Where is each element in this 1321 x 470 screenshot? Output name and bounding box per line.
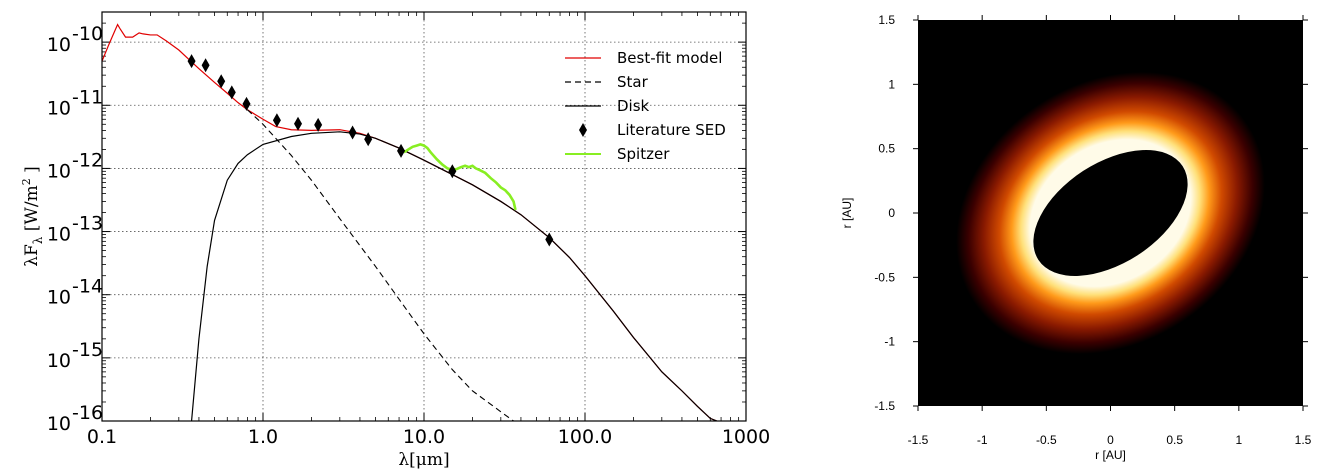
y-tick-exp: -14 — [72, 276, 103, 298]
series-line-4 — [403, 143, 517, 211]
disk-y-tick-label: 1 — [888, 77, 895, 91]
y-tick-base: 10 — [47, 350, 71, 372]
y-tick-label: 10 -10 — [47, 23, 103, 56]
sed-data-point — [348, 125, 357, 140]
disk-y-tick-label: 0 — [888, 206, 895, 220]
legend-item: Literature SED — [579, 121, 726, 139]
y-tick-label: 10 -14 — [47, 276, 103, 309]
series-line-1 — [247, 109, 514, 421]
disk-x-tick-label: 1.5 — [1295, 433, 1312, 447]
disk-y-tick-label: 1.5 — [878, 13, 895, 27]
disk-y-tick-label: 0.5 — [878, 142, 895, 156]
y-tick-exp: -15 — [72, 339, 103, 361]
sed-data-point — [242, 96, 251, 111]
y-tick-exp: -13 — [72, 213, 103, 235]
sed-data-point — [364, 132, 373, 147]
series-line-2 — [190, 131, 718, 421]
legend-item: Spitzer — [565, 145, 670, 163]
x-tick-label: 10.0 — [403, 426, 445, 448]
y-axis-title: λFλ [W/m2 ] — [20, 166, 45, 267]
x-tick-label: 100.0 — [558, 426, 612, 448]
sed-data-point — [187, 54, 196, 69]
sed-data-point — [294, 116, 303, 131]
disk-x-tick-label: -1.5 — [908, 433, 929, 447]
disk-x-tick-label: 0 — [1107, 433, 1114, 447]
y-tick-base: 10 — [47, 287, 71, 309]
disk-x-axis-title: r [AU] — [1095, 448, 1126, 462]
sed-series — [102, 23, 718, 421]
y-tick-label: 10 -12 — [47, 149, 103, 182]
y-tick-base: 10 — [47, 34, 71, 56]
legend-label: Spitzer — [617, 145, 670, 163]
legend-label: Best-fit model — [617, 49, 722, 67]
y-axis-title-part: λF — [22, 244, 42, 267]
y-tick-label: 10 -15 — [47, 339, 103, 372]
sed-data-point — [227, 85, 236, 100]
y-tick-label: 10 -13 — [47, 213, 103, 246]
sed-data-point — [272, 113, 281, 128]
disk-heatmap — [918, 20, 1303, 406]
sed-data-point — [448, 164, 457, 179]
y-tick-base: 10 — [47, 97, 71, 119]
y-tick-base: 10 — [47, 160, 71, 182]
y-axis-title-part: λ — [31, 236, 45, 244]
x-tick-label: 1.0 — [248, 426, 278, 448]
sed-legend: Best-fit model Star Disk Literature SED Spit… — [565, 49, 726, 163]
legend-label: Disk — [617, 97, 650, 115]
disk-y-tick-label: -0.5 — [874, 270, 895, 284]
disk-x-tick-label: 1 — [1235, 433, 1242, 447]
legend-marker — [579, 123, 587, 137]
disk-y-axis-title: r [AU] — [840, 198, 854, 229]
disk-inner-hole — [1033, 150, 1188, 276]
y-tick-exp: -12 — [72, 149, 103, 171]
y-tick-exp: -10 — [72, 23, 103, 45]
disk-x-tick-label: -0.5 — [1036, 433, 1057, 447]
legend-item: Disk — [565, 97, 650, 115]
y-tick-label: 10 -11 — [47, 86, 103, 119]
sed-grid — [102, 12, 746, 421]
legend-item: Star — [565, 73, 649, 91]
y-axis-title-part: ] — [22, 166, 42, 178]
sed-data-point — [201, 58, 210, 73]
disk-y-tick-label: -1 — [884, 335, 895, 349]
legend-label: Literature SED — [617, 121, 726, 139]
y-tick-base: 10 — [47, 413, 71, 435]
x-axis-title: λ[μm] — [398, 450, 449, 470]
y-axis-title-part: 2 — [20, 178, 33, 185]
disk-x-tick-label: 0.5 — [1166, 433, 1183, 447]
sed-data-point — [217, 74, 226, 89]
disk-ticks — [913, 15, 1308, 411]
disk-x-tick-label: -1 — [977, 433, 988, 447]
sed-data-point — [314, 117, 323, 132]
legend-item: Best-fit model — [565, 49, 722, 67]
sed-data-point — [397, 143, 406, 158]
y-tick-base: 10 — [47, 224, 71, 246]
y-tick-label: 10 -16 — [47, 402, 103, 435]
y-axis-title-part: [W/m — [22, 185, 42, 236]
disk-y-tick-label: -1.5 — [874, 399, 895, 413]
sed-data-point — [545, 232, 554, 247]
x-tick-label: 1000 — [722, 426, 770, 448]
sed-plot-frame — [101, 11, 747, 422]
x-tick-label: 0.1 — [87, 426, 117, 448]
y-tick-exp: -11 — [72, 86, 103, 108]
legend-label: Star — [617, 73, 649, 91]
y-tick-exp: -16 — [72, 402, 103, 424]
disk-image: -1.5 -1 -0.5 0 0.5 1 1.5 1.5 1 0.5 0 -0.5 -1 -1.5 r [A… — [840, 13, 1312, 462]
